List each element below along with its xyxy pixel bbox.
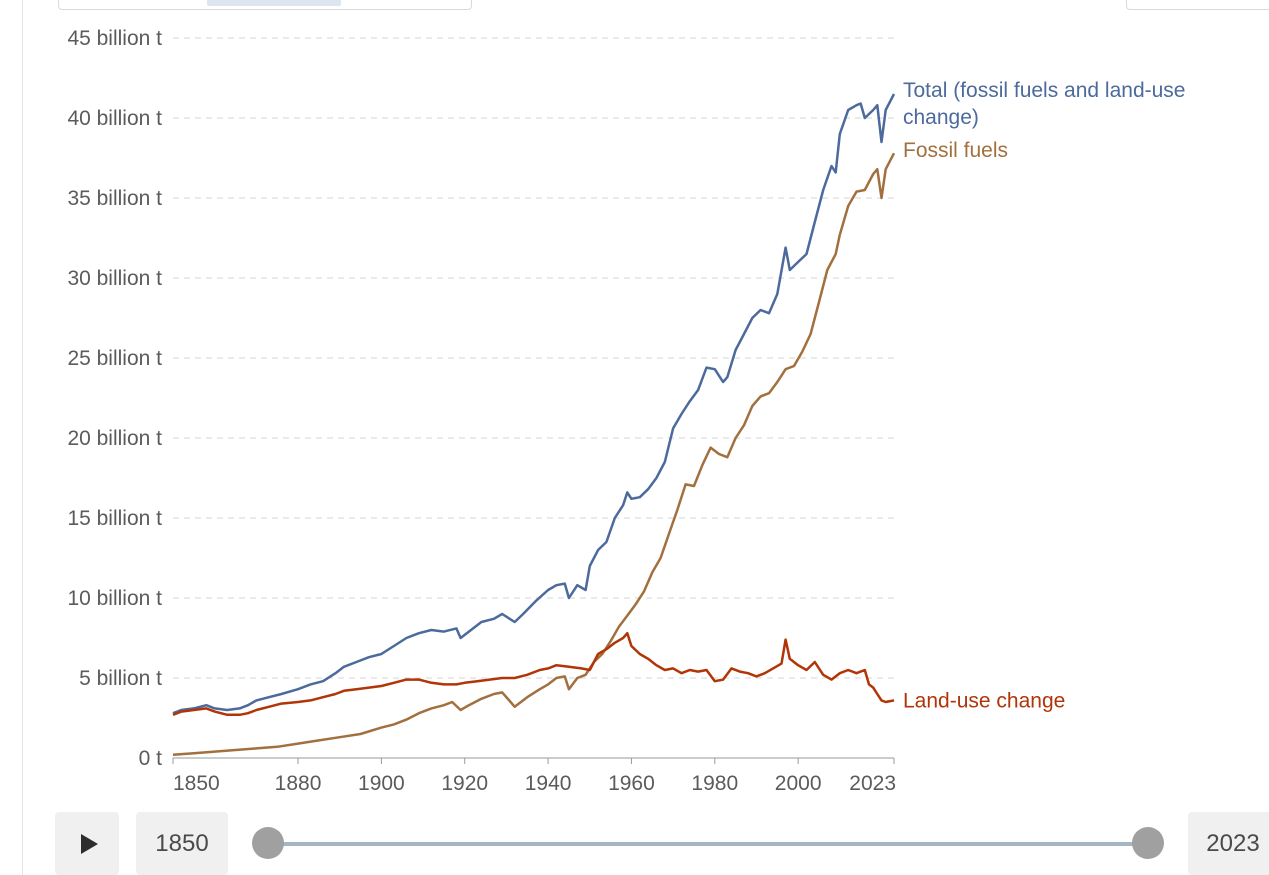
x-tick-label: 1900 <box>358 772 405 795</box>
y-tick-label: 10 billion t <box>67 587 162 610</box>
play-icon <box>80 833 98 854</box>
grid-lines <box>173 37 894 679</box>
play-button[interactable] <box>55 812 119 875</box>
series-label: Land-use change <box>903 689 1065 712</box>
y-tick-label: 30 billion t <box>67 267 162 290</box>
y-tick-label: 20 billion t <box>67 427 162 450</box>
settings-control[interactable] <box>1126 0 1269 10</box>
y-axis: 0 t 5 billion t 10 billion t 15 billion t 20… <box>67 27 162 770</box>
series-line[interactable] <box>172 631 895 717</box>
series-line[interactable] <box>172 152 896 757</box>
start-year-label[interactable]: 1850 <box>136 812 228 875</box>
view-tab-group[interactable] <box>58 0 472 10</box>
timeline-start-handle[interactable] <box>252 827 284 859</box>
y-tick-label: 40 billion t <box>67 107 162 130</box>
series-label: change) <box>903 106 979 129</box>
series-label: Fossil fuels <box>903 139 1008 162</box>
y-tick-label: 25 billion t <box>67 347 162 370</box>
line-chart: 0 t 5 billion t 10 billion t 15 billion t 20… <box>67 27 1186 795</box>
panel-divider <box>22 0 23 875</box>
x-axis: 1850 1880 1900 1920 1940 1960 1980 2000 2023 <box>172 757 896 795</box>
x-tick-label: 2000 <box>775 772 822 795</box>
series-lines[interactable] <box>172 93 896 757</box>
x-tick-label: 1940 <box>525 772 572 795</box>
y-tick-label: 0 t <box>139 747 163 770</box>
y-tick-label: 5 billion t <box>79 667 162 690</box>
x-tick-label: 1850 <box>173 772 220 795</box>
timeline-slider-track[interactable] <box>268 842 1148 846</box>
y-tick-label: 15 billion t <box>67 507 162 530</box>
y-tick-label: 45 billion t <box>67 27 162 50</box>
end-year-label[interactable]: 2023 <box>1188 812 1269 875</box>
x-tick-label: 1980 <box>691 772 738 795</box>
y-tick-label: 35 billion t <box>67 187 162 210</box>
timeline-controls: 1850 2023 <box>0 812 1269 875</box>
x-tick-label: 1920 <box>441 772 488 795</box>
x-tick-label: 1880 <box>275 772 322 795</box>
series-label: Total (fossil fuels and land-use <box>903 79 1186 102</box>
timeline-end-handle[interactable] <box>1132 827 1164 859</box>
x-tick-label: 2023 <box>849 772 896 795</box>
series-labels: Total (fossil fuels and land-use change) F… <box>903 79 1186 712</box>
x-tick-label: 1960 <box>608 772 655 795</box>
tab-active[interactable] <box>207 0 341 6</box>
series-line[interactable] <box>172 93 896 715</box>
